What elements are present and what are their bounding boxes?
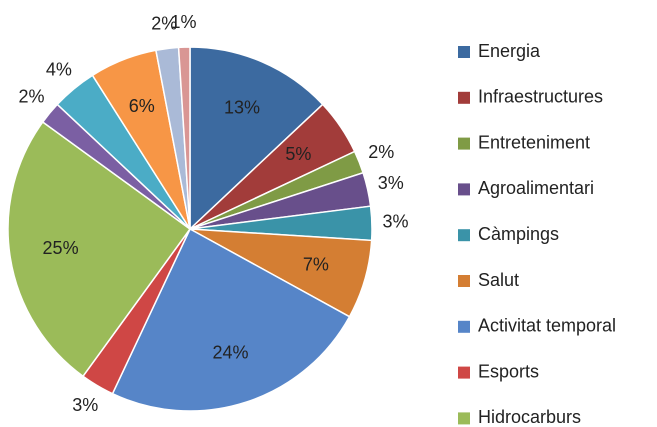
legend-label: Agroalimentari <box>478 178 594 198</box>
data-label: 4% <box>46 59 72 79</box>
data-label: 6% <box>129 96 155 116</box>
data-label: 2% <box>368 142 394 162</box>
legend-swatch <box>458 46 470 58</box>
pie-slice <box>7 120 192 378</box>
legend-label: Hidrocarburs <box>478 407 581 427</box>
data-label: 2% <box>151 14 177 34</box>
data-label: 3% <box>378 173 404 193</box>
legend-swatch <box>458 137 470 150</box>
data-label: 7% <box>303 254 329 274</box>
data-label: 24% <box>212 342 248 362</box>
data-label: 2% <box>19 87 45 107</box>
pie-slice <box>111 227 351 412</box>
data-label: 25% <box>43 238 79 258</box>
data-label: 3% <box>383 211 409 231</box>
data-label: 3% <box>72 395 98 415</box>
legend-label: Esports <box>478 361 539 381</box>
pie-slice <box>189 46 324 231</box>
legend-label: Entreteniment <box>478 132 590 152</box>
legend-swatch <box>458 412 470 425</box>
data-label: 1% <box>171 12 197 32</box>
legend-swatch <box>458 275 470 287</box>
legend-swatch <box>458 229 470 242</box>
legend-label: Energia <box>478 41 541 61</box>
legend-label: Activitat temporal <box>478 316 616 336</box>
legend-label: Càmpings <box>478 224 559 244</box>
legend-swatch <box>458 183 470 196</box>
legend-swatch <box>458 320 470 333</box>
legend-swatch <box>458 91 470 104</box>
legend-swatch <box>458 366 470 379</box>
legend-label: Salut <box>478 270 519 290</box>
data-label: 5% <box>285 144 311 164</box>
legend-label: Infraestructures <box>478 87 603 107</box>
data-label: 13% <box>224 97 260 117</box>
pie-slice <box>177 46 191 230</box>
